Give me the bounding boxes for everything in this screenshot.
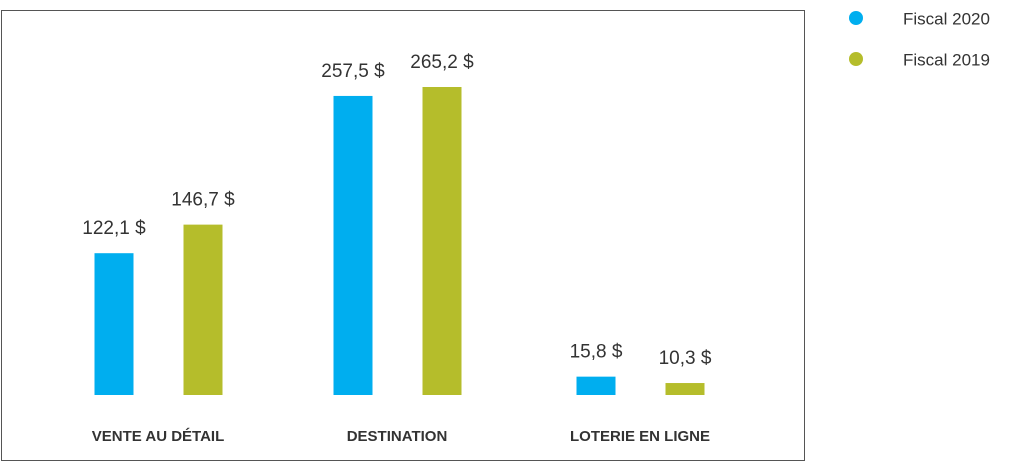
value-label: 122,1 $ <box>82 218 146 239</box>
bar <box>333 95 373 395</box>
bar <box>576 376 616 395</box>
category-label: LOTERIE EN LIGNE <box>570 428 710 445</box>
bar <box>665 383 705 395</box>
legend-label: Fiscal 2019 <box>903 50 990 69</box>
bar <box>183 224 223 395</box>
category-label: VENTE AU DÉTAIL <box>92 428 225 445</box>
value-label: 10,3 $ <box>659 348 712 369</box>
legend-marker <box>849 52 863 66</box>
legend-marker <box>849 11 863 25</box>
category-label: DESTINATION <box>347 428 448 445</box>
value-label: 15,8 $ <box>570 342 623 363</box>
value-label: 265,2 $ <box>410 52 474 73</box>
value-label: 146,7 $ <box>171 190 235 211</box>
bar <box>422 87 462 395</box>
chart-frame <box>1 10 805 461</box>
bar <box>94 253 134 395</box>
legend-label: Fiscal 2020 <box>903 9 990 28</box>
value-label: 257,5 $ <box>321 61 385 82</box>
